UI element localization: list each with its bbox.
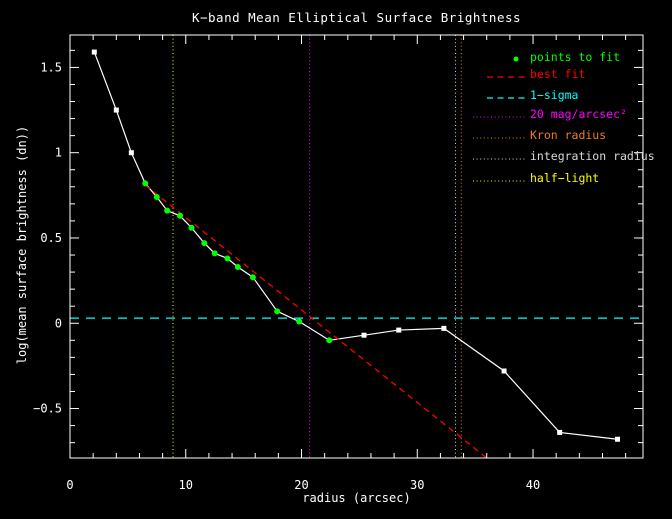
chart-title: K−band Mean Elliptical Surface Brightnes… (191, 10, 522, 25)
x-tick-label: 10 (179, 478, 193, 492)
fit-point-marker (153, 194, 160, 201)
data-point-marker (396, 327, 402, 333)
fit-point-marker (211, 250, 218, 257)
fit-point-marker (234, 263, 241, 270)
x-axis-label: radius (arcsec) (302, 491, 411, 505)
plot-frame (69, 34, 644, 459)
data-point-marker (91, 49, 97, 55)
y-tick-label: 1.5 (40, 60, 62, 74)
data-point-marker (361, 332, 367, 338)
fit-point-marker (176, 212, 183, 219)
x-tick-label: 40 (526, 478, 540, 492)
fit-point-marker (188, 224, 195, 231)
profile-line (93, 51, 618, 440)
fit-point-marker (274, 308, 281, 315)
fit-point-marker (249, 274, 256, 281)
fit-point-marker (326, 337, 333, 344)
legend-sample-dot (513, 56, 519, 62)
fit-point-marker (224, 255, 231, 262)
data-point-marker (501, 368, 507, 374)
data-point-marker (441, 325, 447, 331)
y-tick-label: 1 (55, 146, 62, 160)
y-tick-label: 0.5 (40, 231, 62, 245)
fit-point-marker (296, 318, 303, 325)
y-tick-label: 0 (55, 316, 62, 330)
fit-point-marker (142, 180, 149, 187)
x-tick-label: 30 (410, 478, 424, 492)
data-point-marker (113, 107, 119, 113)
x-tick-label: 0 (66, 478, 73, 492)
fit-point-marker (164, 207, 171, 214)
fit-point-marker (201, 240, 208, 247)
y-tick-label: −0.5 (33, 402, 62, 416)
data-point-marker (615, 436, 621, 442)
data-point-marker (128, 150, 134, 156)
x-tick-label: 20 (294, 478, 308, 492)
best-fit-line (144, 184, 488, 459)
data-point-marker (557, 429, 563, 435)
